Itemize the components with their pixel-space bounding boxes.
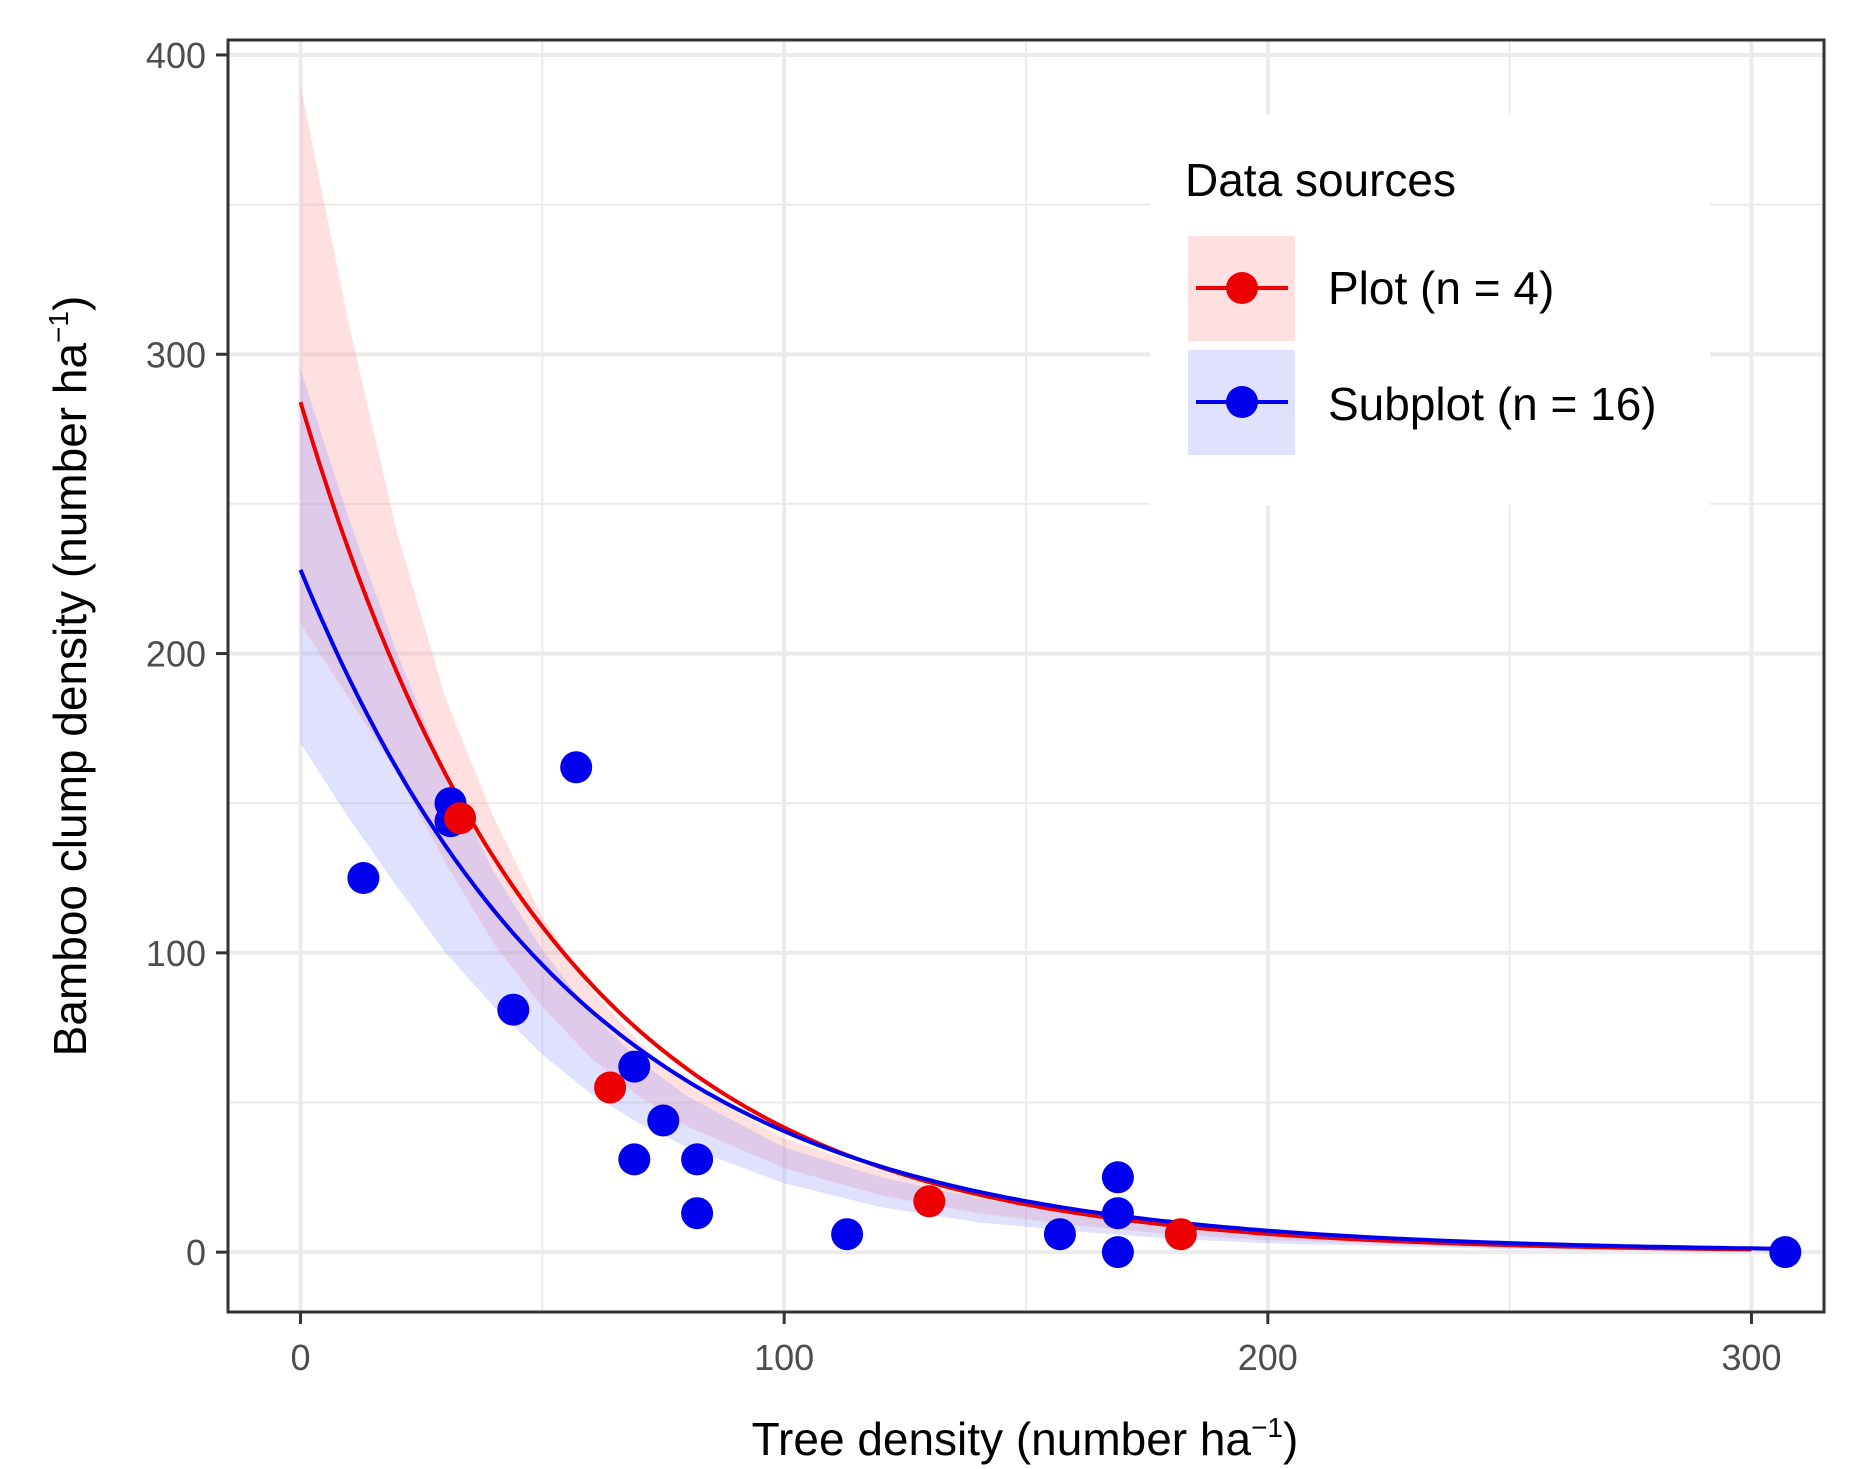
y-axis-title-sup: −1 — [43, 311, 74, 343]
data-point-subplot — [1101, 1161, 1134, 1194]
x-axis-title: Tree density (number ha−1) — [752, 1412, 1299, 1465]
y-tick-label: 400 — [146, 35, 206, 76]
data-point-plot — [444, 802, 477, 835]
y-tick-label: 200 — [146, 634, 206, 675]
data-points — [347, 751, 1802, 1269]
x-axis-ticks: 0 100 200 300 — [291, 1312, 1781, 1378]
y-axis-title: Bamboo clump density (number ha−1) — [43, 296, 96, 1057]
x-axis-title-end: ) — [1283, 1413, 1298, 1465]
y-tick-label: 300 — [146, 334, 206, 375]
y-axis-title-end: ) — [44, 296, 96, 311]
data-point-subplot — [618, 1143, 651, 1176]
x-axis-title-sup: −1 — [1251, 1412, 1283, 1443]
x-axis-title-main: Tree density (number ha — [752, 1413, 1252, 1465]
legend-title: Data sources — [1185, 154, 1456, 206]
plot-panel-border — [226, 38, 1826, 1314]
data-point-subplot — [681, 1143, 714, 1176]
fit-line-subplot — [298, 569, 1781, 1251]
data-point-subplot — [1043, 1218, 1076, 1251]
data-point-plot — [913, 1185, 946, 1218]
x-tick-label: 200 — [1238, 1337, 1298, 1378]
x-tick-label: 100 — [754, 1337, 814, 1378]
legend-background — [1150, 115, 1710, 505]
y-axis-ticks: 0 100 200 300 400 — [146, 35, 228, 1273]
y-tick-label: 0 — [186, 1232, 206, 1273]
data-point-subplot — [681, 1197, 714, 1230]
data-point-subplot — [497, 993, 530, 1026]
fit-lines — [298, 401, 1781, 1252]
major-gridlines — [228, 40, 1824, 1312]
data-point-plot — [594, 1071, 627, 1104]
legend-key-plot-point — [1226, 272, 1258, 304]
data-point-subplot — [1101, 1236, 1134, 1269]
y-axis-title-main: Bamboo clump density (number ha — [44, 343, 96, 1057]
x-tick-label: 0 — [291, 1337, 311, 1378]
data-point-subplot — [831, 1218, 864, 1251]
legend-key-subplot-point — [1226, 386, 1258, 418]
legend: Data sources Plot (n = 4) Subplot (n = 1… — [1150, 115, 1710, 505]
legend-label-plot: Plot (n = 4) — [1328, 262, 1554, 314]
data-point-subplot — [618, 1050, 651, 1083]
data-point-subplot — [1769, 1236, 1802, 1269]
y-tick-label: 100 — [146, 933, 206, 974]
data-point-subplot — [347, 862, 380, 894]
legend-label-subplot: Subplot (n = 16) — [1328, 378, 1657, 430]
x-tick-label: 300 — [1721, 1337, 1781, 1378]
data-point-subplot — [1101, 1197, 1134, 1230]
data-point-subplot — [647, 1104, 680, 1137]
data-point-plot — [1164, 1218, 1197, 1251]
data-point-subplot — [560, 751, 593, 784]
